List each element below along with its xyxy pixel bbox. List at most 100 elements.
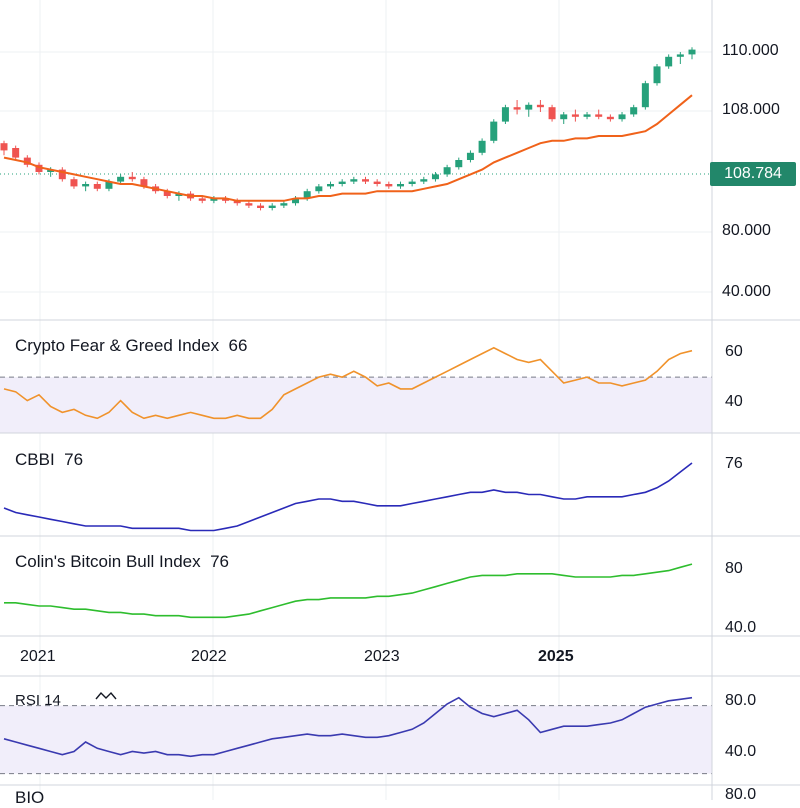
candle-body[interactable] — [548, 107, 556, 120]
price-axis-label: 108.000 — [722, 101, 780, 118]
candle-body[interactable] — [361, 179, 369, 182]
candle-body[interactable] — [268, 205, 276, 208]
candle-body[interactable] — [128, 176, 136, 180]
moving-average-line — [3, 94, 693, 202]
candle-body[interactable] — [93, 184, 101, 189]
candle-body[interactable] — [396, 184, 404, 187]
candle-body[interactable] — [303, 191, 311, 199]
cbbi-title: CBBI 76 — [15, 450, 83, 470]
candle-body[interactable] — [58, 169, 66, 180]
candle-body[interactable] — [0, 143, 8, 151]
colin-axis-label: 80 — [725, 560, 743, 577]
candle-body[interactable] — [82, 184, 90, 187]
candle-body[interactable] — [618, 114, 626, 120]
colin-axis-label: 40.0 — [725, 619, 757, 636]
candle-body[interactable] — [233, 200, 241, 204]
price-axis-label: 40.000 — [722, 283, 771, 300]
cbbi-value: 76 — [64, 450, 84, 469]
candle-body[interactable] — [525, 104, 533, 110]
indicator-bands — [0, 376, 712, 775]
time-axis-label: 2021 — [20, 648, 56, 665]
cbbi-title-text: CBBI — [15, 450, 55, 469]
candle-body[interactable] — [676, 54, 684, 57]
moving-average-line — [3, 94, 693, 202]
candle-body[interactable] — [490, 121, 498, 141]
candle-body[interactable] — [47, 169, 55, 172]
bottom-axis-label: 80.0 — [725, 786, 757, 803]
candle-body[interactable] — [501, 107, 509, 122]
cbbi-axis-label: 76 — [725, 455, 743, 472]
price-axis-label: 110.000 — [722, 42, 779, 59]
candle-body[interactable] — [105, 181, 113, 189]
candle-body[interactable] — [315, 186, 323, 192]
candle-body[interactable] — [688, 49, 696, 55]
time-axis-label: 2023 — [364, 648, 400, 665]
indicator-lines — [3, 346, 693, 758]
candle-body[interactable] — [641, 83, 649, 108]
candle-body[interactable] — [606, 116, 614, 120]
last-price-badge: 108.784 — [710, 162, 796, 186]
candle-body[interactable] — [35, 164, 43, 172]
candle-body[interactable] — [560, 114, 568, 120]
candle-body[interactable] — [431, 174, 439, 180]
candle-body[interactable] — [245, 203, 253, 206]
fear-greed-value: 66 — [228, 336, 248, 355]
candle-body[interactable] — [117, 176, 125, 182]
candle-body[interactable] — [163, 191, 171, 196]
fear-greed-axis-label: 60 — [725, 343, 743, 360]
candle-body[interactable] — [665, 56, 673, 67]
colin-line — [4, 563, 693, 619]
fear-greed-title-text: Crypto Fear & Greed Index — [15, 336, 220, 355]
candle-body[interactable] — [455, 160, 463, 168]
candle-body[interactable] — [222, 198, 230, 201]
candle-body[interactable] — [292, 198, 300, 204]
candle-body[interactable] — [443, 167, 451, 175]
time-axis-label: 2022 — [191, 648, 227, 665]
fear-greed-line — [3, 346, 693, 420]
fear-greed-band — [0, 377, 712, 433]
candle-body[interactable] — [373, 181, 381, 184]
candle-body[interactable] — [140, 179, 148, 187]
candle-body[interactable] — [210, 198, 218, 201]
rsi-axis-label: 80.0 — [725, 692, 757, 709]
candle-body[interactable] — [536, 104, 544, 108]
fear-greed-axis-label: 40 — [725, 393, 743, 410]
candle-body[interactable] — [595, 114, 603, 117]
candle-body[interactable] — [198, 198, 206, 201]
candle-body[interactable] — [280, 203, 288, 206]
rsi-axis-label: 40.0 — [725, 743, 757, 760]
candle-body[interactable] — [23, 157, 31, 165]
fear-greed-title: Crypto Fear & Greed Index 66 — [15, 336, 247, 356]
rsi-band — [0, 705, 712, 774]
candle-body[interactable] — [653, 66, 661, 84]
candle-body[interactable] — [478, 140, 486, 153]
rsi-line — [3, 696, 693, 758]
candle-body[interactable] — [583, 114, 591, 117]
cbbi-line — [3, 462, 693, 532]
time-axis-label: 2025 — [538, 648, 574, 665]
candle-body[interactable] — [630, 107, 638, 115]
candle-body[interactable] — [70, 179, 78, 187]
zigzag-icon[interactable] — [95, 690, 117, 702]
candle-body[interactable] — [408, 181, 416, 184]
colin-title-text: Colin's Bitcoin Bull Index — [15, 552, 201, 571]
candle-body[interactable] — [466, 152, 474, 160]
candle-body[interactable] — [338, 181, 346, 184]
rsi-title: RSI 14 — [15, 692, 61, 709]
candle-body[interactable] — [571, 114, 579, 117]
candlestick-series[interactable] — [0, 47, 696, 211]
candle-body[interactable] — [257, 205, 265, 208]
candle-body[interactable] — [385, 184, 393, 187]
candle-body[interactable] — [327, 184, 335, 187]
candle-body[interactable] — [12, 148, 20, 158]
bottom-panel-title: BIO — [15, 788, 45, 807]
colin-value: 76 — [210, 552, 229, 571]
price-axis-label: 80.000 — [722, 222, 771, 239]
candle-body[interactable] — [175, 193, 183, 196]
colin-title: Colin's Bitcoin Bull Index 76 — [15, 552, 229, 572]
candle-body[interactable] — [420, 179, 428, 182]
candle-body[interactable] — [350, 179, 358, 182]
candle-body[interactable] — [513, 107, 521, 110]
